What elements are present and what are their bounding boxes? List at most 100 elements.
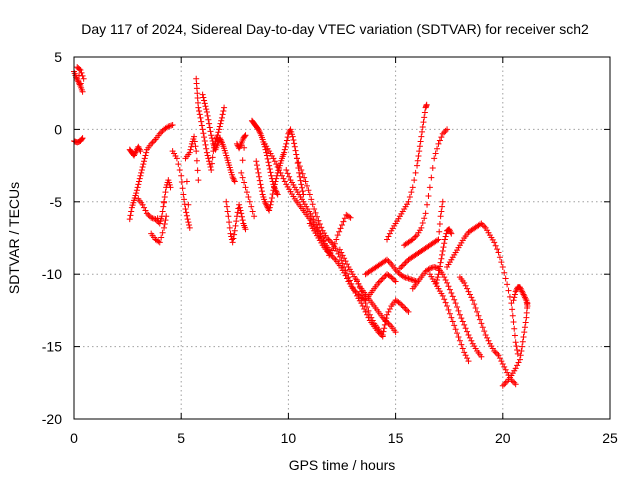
data-point: [436, 137, 443, 144]
data-point: [342, 272, 349, 279]
data-point: [201, 100, 208, 107]
data-point: [309, 201, 316, 208]
data-point: [474, 308, 481, 315]
data-point: [411, 177, 418, 184]
data-point: [293, 155, 300, 162]
data-point: [436, 228, 443, 235]
data-point: [404, 307, 411, 314]
data-point: [402, 259, 409, 266]
data-point: [491, 347, 498, 354]
data-point: [435, 236, 442, 243]
data-point: [258, 184, 265, 191]
data-point: [452, 300, 459, 307]
data-point: [435, 271, 442, 278]
data-point: [200, 94, 207, 101]
data-point: [439, 198, 446, 205]
data-point: [318, 234, 325, 241]
data-point: [290, 137, 297, 144]
data-point: [482, 332, 489, 339]
data-point: [396, 265, 403, 272]
data-point: [521, 292, 528, 299]
data-point: [141, 158, 148, 165]
data-point: [245, 193, 252, 200]
data-point: [406, 193, 413, 200]
data-point: [149, 139, 156, 146]
data-point: [223, 203, 230, 210]
data-point: [342, 258, 349, 265]
data-point: [127, 212, 134, 219]
data-point: [465, 332, 472, 339]
data-point: [272, 178, 279, 185]
data-point: [454, 304, 461, 311]
data-point: [341, 255, 348, 262]
data-point: [443, 230, 450, 237]
data-point: [142, 207, 149, 214]
data-point: [421, 109, 428, 116]
data-point: [386, 259, 393, 266]
data-point: [283, 140, 290, 147]
data-point: [452, 326, 459, 333]
data-point: [135, 181, 142, 188]
data-point: [398, 263, 405, 270]
data-point: [441, 236, 448, 243]
data-point: [277, 169, 284, 176]
data-point: [509, 306, 516, 313]
data-point: [193, 148, 200, 155]
data-point: [198, 122, 205, 129]
data-point: [267, 201, 274, 208]
data-point: [340, 218, 347, 225]
data-point: [417, 138, 424, 145]
data-point: [368, 314, 375, 321]
data-point: [196, 111, 203, 118]
data-point: [186, 149, 193, 156]
data-point: [207, 128, 214, 135]
data-point: [204, 112, 211, 119]
data-point: [341, 269, 348, 276]
data-point: [383, 315, 390, 322]
data-point: [392, 266, 399, 273]
data-point: [209, 137, 216, 144]
data-point: [326, 250, 333, 257]
data-point: [444, 126, 451, 133]
data-point: [138, 166, 145, 173]
data-point: [134, 184, 141, 191]
data-point: [478, 220, 485, 227]
data-point: [161, 199, 168, 206]
data-point: [511, 294, 518, 301]
data-point: [154, 215, 161, 222]
data-point: [236, 143, 243, 150]
data-point: [74, 77, 81, 84]
x-tick-label: 10: [281, 430, 297, 446]
data-point: [439, 248, 446, 255]
data-point: [392, 278, 399, 285]
series-arc-27: [456, 274, 519, 388]
series-arc-25: [433, 226, 455, 286]
data-point: [442, 127, 449, 134]
data-point: [133, 190, 140, 197]
data-point: [265, 206, 272, 213]
data-point: [423, 101, 430, 108]
data-point: [375, 279, 382, 286]
data-point: [518, 287, 525, 294]
data-point: [511, 325, 518, 332]
data-point: [509, 312, 516, 319]
data-point: [481, 328, 488, 335]
data-point: [160, 203, 167, 210]
data-point: [424, 201, 431, 208]
data-point: [201, 97, 208, 104]
data-point: [442, 233, 449, 240]
data-point: [208, 135, 215, 142]
data-point: [516, 284, 523, 291]
data-point: [178, 172, 185, 179]
data-point: [271, 184, 278, 191]
data-point: [199, 91, 206, 98]
data-point: [255, 126, 262, 133]
data-points: [71, 64, 531, 389]
data-point: [266, 207, 273, 214]
data-point: [420, 119, 427, 126]
data-point: [381, 325, 388, 332]
data-point: [178, 179, 185, 186]
data-point: [218, 137, 225, 144]
data-point: [381, 321, 388, 328]
data-point: [249, 208, 256, 215]
